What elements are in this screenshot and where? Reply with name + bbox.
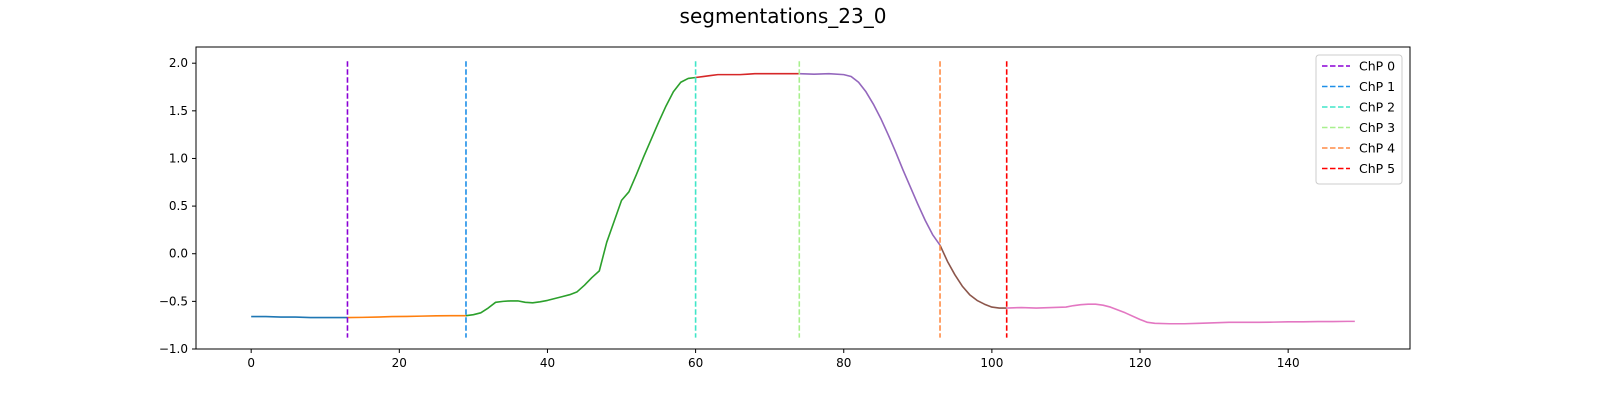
y-tick-label: 0.5 [169,199,188,213]
series-line-3 [695,72,800,79]
y-tick-label: 2.0 [169,56,188,70]
x-tick-label: 100 [980,356,1003,370]
series-line-4 [799,72,941,246]
series-line-1 [347,314,466,319]
chart-title: segmentations_23_0 [680,4,887,28]
plot-area [251,61,1355,338]
y-tick-label: −0.5 [159,294,188,308]
x-tick-label: 60 [688,356,703,370]
x-tick-label: 40 [540,356,555,370]
x-tick-label: 20 [392,356,407,370]
x-tick-label: 120 [1129,356,1152,370]
legend-box [1315,54,1403,185]
plot-frame [195,46,1411,350]
legend-label: ChP 3 [1359,120,1395,135]
series-line-5 [939,244,1007,309]
y-tick-label: −1.0 [159,342,188,356]
legend-label: ChP 1 [1359,79,1395,94]
series-line-6 [1006,303,1355,325]
series-line-0 [251,315,348,319]
y-axis: −1.0 −0.5 0.0 0.5 1.0 1.5 2.0 [159,56,196,356]
legend-label: ChP 2 [1359,100,1395,115]
legend-label: ChP 4 [1359,141,1395,156]
x-tick-label: 140 [1277,356,1300,370]
y-tick-label: 0.0 [169,247,188,261]
y-tick-label: 1.0 [169,151,188,165]
legend-label: ChP 0 [1359,59,1395,74]
legend-label: ChP 5 [1359,161,1395,176]
x-tick-label: 80 [836,356,851,370]
y-tick-label: 1.5 [169,104,188,118]
series-line-2 [465,76,696,317]
x-axis: 0 20 40 60 80 100 120 140 [247,349,1300,370]
legend: ChP 0 ChP 1 ChP 2 ChP 3 ChP 4 ChP 5 [1315,54,1403,185]
x-tick-label: 0 [247,356,255,370]
